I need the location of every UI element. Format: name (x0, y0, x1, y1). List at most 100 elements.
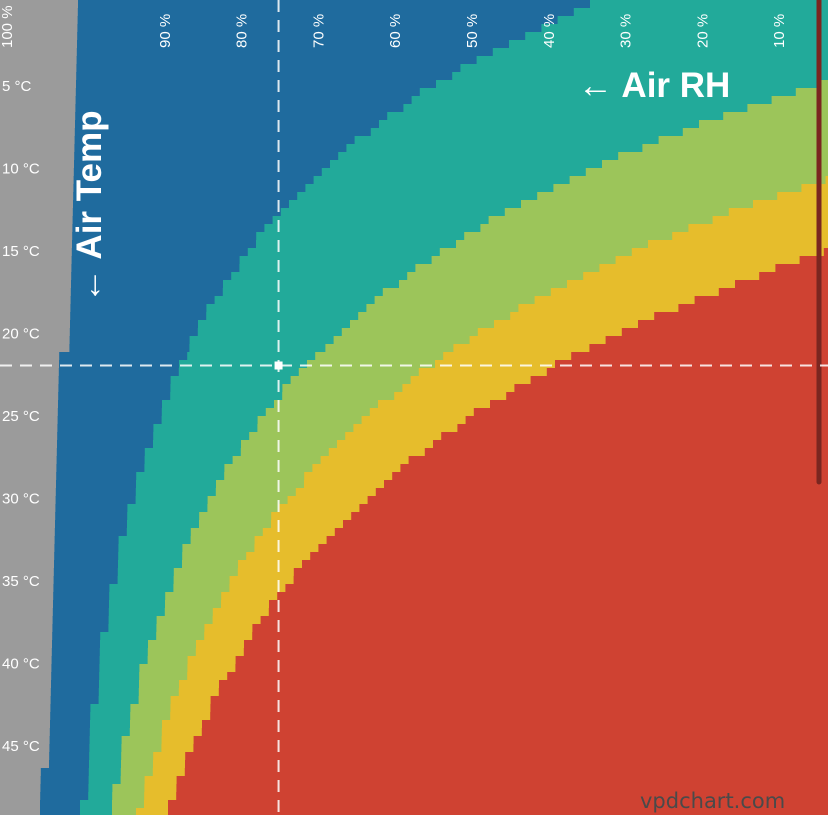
vpd-cell (176, 792, 828, 801)
vpd-cell (58, 392, 171, 401)
vpd-cell (249, 432, 346, 441)
y-tick-label: 15 °C (2, 243, 40, 260)
vpd-cell (55, 488, 137, 497)
vpd-cell (212, 616, 262, 625)
vpd-cell (72, 224, 265, 233)
vpd-cell (187, 672, 228, 681)
vpd-cell (76, 72, 453, 81)
vpd-cell (139, 680, 180, 689)
vpd-cell (318, 544, 828, 553)
vpd-cell (89, 760, 122, 769)
vpd-cell (53, 576, 119, 585)
vpd-cell (98, 696, 140, 705)
vpd-cell (161, 736, 195, 745)
vpd-cell (277, 592, 828, 601)
vpd-cell (130, 712, 171, 721)
vpd-cell (147, 656, 189, 665)
vpd-cell (820, 80, 828, 89)
vpd-cell (699, 120, 828, 129)
vpd-cell (52, 640, 101, 649)
vpd-cell (170, 704, 211, 713)
vpd-cell (74, 136, 356, 145)
vpd-cell (384, 480, 828, 489)
vpd-cell (56, 480, 137, 489)
vpd-cell (325, 344, 454, 353)
vpd-cell (129, 728, 163, 737)
vpd-cell (777, 192, 828, 201)
vpd-cell (456, 240, 649, 249)
vpd-cell (182, 560, 239, 569)
vpd-cell (506, 392, 828, 401)
x-tick-label: 10 % (771, 14, 788, 48)
vpd-cell (229, 584, 286, 593)
vpd-cell (156, 624, 205, 633)
vpd-cell (282, 384, 403, 393)
vpd-cell (89, 728, 131, 737)
vpd-cell (341, 328, 479, 337)
vpd-cell (304, 480, 385, 489)
vpd-cell (369, 408, 475, 417)
vpd-cell (224, 464, 313, 473)
vpd-cell (127, 504, 208, 513)
vpd-cell (265, 408, 371, 417)
vpd-cell (138, 696, 172, 705)
vpd-cell (631, 248, 825, 257)
vpd-cell (144, 448, 242, 457)
vpd-cell (70, 312, 207, 321)
vpd-cell (70, 296, 216, 305)
y-tick-label: 35 °C (2, 573, 40, 590)
vpd-cell (54, 528, 128, 537)
vpd-cell (490, 400, 828, 409)
vpd-cell (219, 680, 828, 689)
vpd-cell (375, 488, 828, 497)
vpd-cell (57, 440, 154, 449)
vpd-cell (187, 656, 237, 665)
vpd-cell (144, 800, 169, 809)
crosshair-marker[interactable] (274, 361, 283, 370)
vpd-cell (40, 768, 90, 777)
vpd-cell (168, 800, 828, 809)
vpd-cell (40, 800, 81, 809)
vpd-cell (182, 544, 255, 553)
vpd-cell (193, 736, 828, 745)
vpd-cell (165, 592, 222, 601)
vpd-cell (382, 288, 552, 297)
vpd-cell (50, 712, 91, 721)
vpd-cell (77, 8, 575, 17)
vpd-cell (801, 184, 828, 193)
vpd-cell (436, 80, 821, 89)
y-tick-label: 10 °C (2, 161, 40, 178)
vpd-cell (108, 616, 158, 625)
vpd-cell (74, 160, 331, 169)
vpd-cell (557, 16, 828, 25)
vpd-cell (254, 544, 319, 553)
x-axis-label: ← Air RH (578, 66, 730, 105)
vpd-cell (476, 56, 828, 65)
vpd-cell (252, 624, 828, 633)
vpd-cell (589, 344, 828, 353)
vpd-cell (153, 760, 186, 769)
vpd-cell (178, 368, 300, 377)
vpd-cell (235, 664, 828, 673)
vpd-cell (59, 360, 180, 369)
vpd-cell (70, 320, 199, 329)
vpd-cell (537, 192, 778, 201)
vpd-cell (50, 704, 91, 713)
vpd-cell (361, 416, 467, 425)
vpd-cell (109, 584, 174, 593)
vpd-cell (433, 440, 828, 449)
vpd-cell (210, 696, 828, 705)
vpd-cell (55, 496, 137, 505)
vpd-cell (173, 568, 239, 577)
vpd-cell (144, 776, 178, 785)
vpd-cell (379, 120, 700, 129)
vpd-cell (165, 600, 222, 609)
vpd-cell (221, 592, 278, 601)
vpd-cell (244, 640, 828, 649)
vpd-cell (118, 552, 183, 561)
y-axis-label: ← Air Temp (70, 110, 109, 303)
vpd-cell (402, 384, 515, 393)
vpd-cell (452, 72, 828, 81)
